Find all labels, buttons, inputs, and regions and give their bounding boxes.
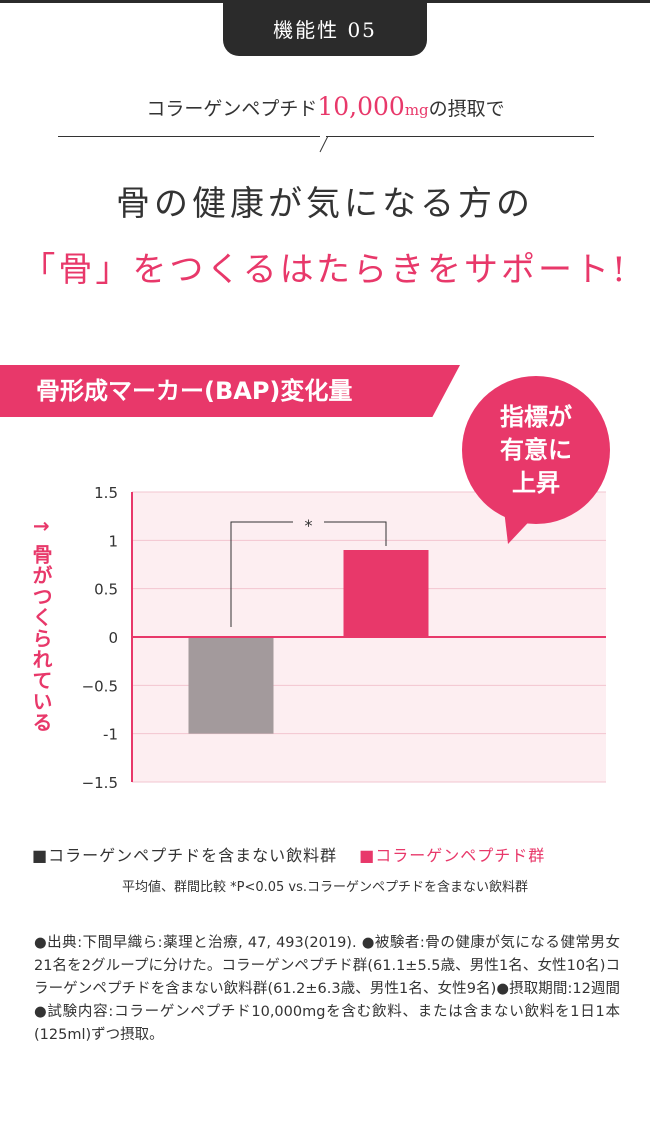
legend-collagen: ■コラーゲンペプチド群 — [359, 846, 546, 865]
y-axis-label: ↑ 骨がつくられている — [29, 518, 53, 733]
headline-accent: 「骨」をつくるはたらきをサポート! — [21, 250, 629, 290]
y-tick-label: −1.5 — [82, 774, 118, 792]
bap-bar-chart: 1.5 1 0.5 0 −0.5 -1 −1.5 ↑ 骨がつくられている * — [29, 484, 606, 792]
y-tick-label: −0.5 — [82, 677, 118, 695]
chart-legend: ■コラーゲンペプチドを含まない飲料群 ■コラーゲンペプチド群 — [32, 842, 632, 866]
legend-control: ■コラーゲンペプチドを含まない飲料群 — [32, 846, 338, 865]
significance-bracket-right — [324, 521, 387, 546]
bubble-line-3: 上昇 — [512, 468, 560, 497]
y-tick-label: 0 — [108, 629, 118, 647]
subtitle-rule-right — [326, 136, 594, 137]
subtitle-rule-left — [58, 136, 320, 137]
subtitle-unit: mg — [404, 101, 429, 119]
speech-tick-icon — [319, 136, 329, 153]
bar-2 — [343, 550, 429, 637]
bubble-line-2: 有意に — [500, 435, 572, 464]
bar-1 — [188, 637, 274, 734]
subtitle-post: の摂取で — [428, 98, 505, 120]
y-tick-label: -1 — [103, 726, 118, 744]
chart-title-ribbon: 骨形成マーカー(BAP)変化量 — [0, 365, 460, 417]
y-tick-label: 0.5 — [94, 581, 118, 599]
result-bubble: 指標が 有意に 上昇 — [462, 376, 610, 524]
subtitle-amount: 10,000 — [317, 92, 405, 121]
significance-mark: * — [305, 516, 313, 535]
y-tick-label: 1.5 — [94, 484, 118, 502]
y-tick-label: 1 — [108, 532, 118, 550]
stat-note: 平均値、群間比較 *P<0.05 vs.コラーゲンペプチドを含まない飲料群 — [121, 880, 529, 895]
reference-text: ●出典:下間早織ら:薬理と治療, 47, 493(2019). ●被験者:骨の健… — [34, 935, 620, 1043]
significance-bracket-left — [230, 521, 293, 627]
subtitle-pre: コラーゲンペプチド — [146, 98, 318, 120]
headline: 骨の健康が気になる方の — [116, 184, 534, 224]
section-tab: 機能性 05 — [223, 0, 427, 56]
subtitle: コラーゲンペプチド10,000mgの摂取で — [58, 92, 593, 121]
bubble-line-1: 指標が — [500, 402, 572, 431]
